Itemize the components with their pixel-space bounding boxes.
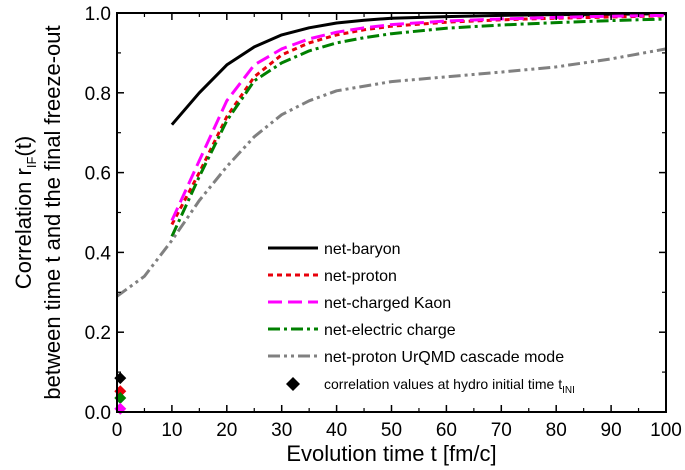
x-tick-label: 10 xyxy=(161,420,182,441)
legend: net-baryon net-proton net-charged Kaon net-… xyxy=(268,241,575,396)
legend-label: net-electric charge xyxy=(324,322,456,339)
y-tick-label: 0.2 xyxy=(85,323,111,344)
x-tick-label: 100 xyxy=(650,420,682,441)
legend-label-sub: INI xyxy=(562,385,575,396)
series-line xyxy=(170,14,667,226)
y-tick-label: 0.6 xyxy=(85,164,111,185)
legend-marker xyxy=(286,377,300,391)
y-tick-label: 1.0 xyxy=(85,4,111,25)
x-ticks: 0 10 20 30 40 50 60 70 80 90 100 xyxy=(112,13,682,441)
x-tick-label: 30 xyxy=(271,420,292,441)
x-tick-label: 70 xyxy=(491,420,512,441)
y-tick-label: 0.8 xyxy=(85,84,111,105)
y-axis-title-line2: between time t and the final freeze-out xyxy=(40,25,65,399)
legend-label: net-baryon xyxy=(324,241,401,258)
series-line xyxy=(116,47,667,298)
series-line xyxy=(170,12,667,126)
x-axis-title: Evolution time t [fm/c] xyxy=(286,441,496,466)
y-ticks: 0.0 0.2 0.4 0.6 0.8 1.0 xyxy=(85,4,666,424)
series-line xyxy=(170,17,667,238)
x-tick-label: 0 xyxy=(112,420,123,441)
legend-label: net-proton xyxy=(324,268,397,285)
legend-label: correlation values at hydro initial time… xyxy=(324,376,575,396)
x-tick-label: 20 xyxy=(216,420,237,441)
plot-lines xyxy=(116,12,667,298)
legend-label: net-proton UrQMD cascade mode xyxy=(324,349,564,366)
x-tick-label: 50 xyxy=(381,420,402,441)
y-tick-label: 0.0 xyxy=(85,403,111,424)
y-axis-title-line1: Correlation rIF(t) xyxy=(11,136,39,289)
y-axis-title-end: (t) xyxy=(11,136,36,157)
series-line xyxy=(170,13,667,222)
x-tick-label: 80 xyxy=(546,420,567,441)
x-tick-label: 40 xyxy=(326,420,347,441)
y-axis-title-sub: IF xyxy=(24,157,39,169)
legend-label-main: correlation values at hydro initial time… xyxy=(324,376,562,392)
y-tick-label: 0.4 xyxy=(85,243,112,264)
x-tick-label: 90 xyxy=(601,420,622,441)
legend-label: net-charged Kaon xyxy=(324,295,451,312)
y-axis-title-main: Correlation r xyxy=(11,168,36,289)
x-tick-label: 60 xyxy=(436,420,457,441)
